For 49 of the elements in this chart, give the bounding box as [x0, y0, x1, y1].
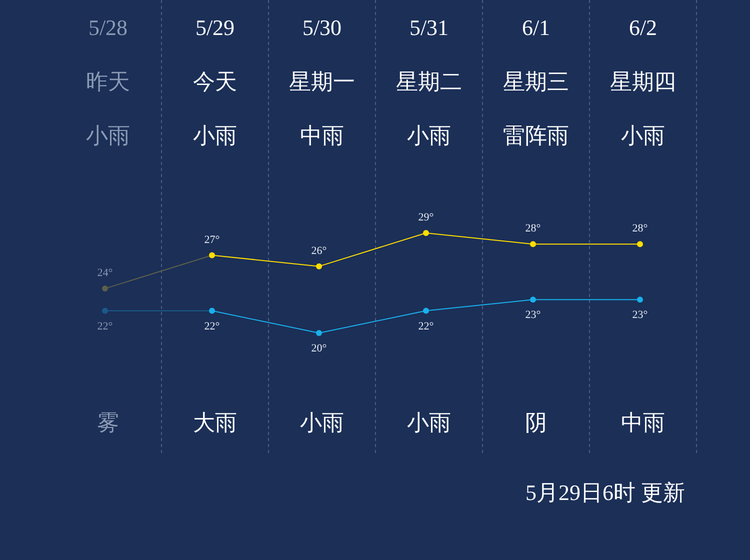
x-tick-label: 5/30 — [302, 15, 342, 40]
data-label: 27° — [204, 234, 220, 246]
text: 星期四 — [610, 69, 676, 94]
x-tick-label: 5/28 — [88, 15, 128, 40]
text: 中雨 — [621, 410, 665, 436]
text: 小雨 — [193, 123, 237, 148]
point — [637, 296, 643, 303]
text: 中雨 — [300, 123, 344, 148]
point — [530, 241, 536, 248]
point — [316, 330, 322, 336]
x-tick-label: 6/2 — [628, 15, 658, 40]
text: 雷阵雨 — [503, 123, 569, 148]
data-label: 28° — [525, 222, 541, 235]
point — [530, 296, 536, 303]
text: 小雨 — [407, 123, 451, 148]
data-label: 29° — [418, 212, 434, 224]
data-label: 23° — [632, 309, 648, 322]
data-label: 22° — [418, 320, 434, 332]
text: 星期二 — [396, 69, 462, 94]
x-tick-label: 5/31 — [409, 15, 449, 40]
point — [637, 241, 643, 248]
text: 小雨 — [621, 123, 665, 148]
x-tick-label: 5/29 — [195, 15, 235, 40]
data-label: 22° — [97, 320, 113, 332]
point — [102, 286, 108, 292]
data-label: 20° — [311, 342, 327, 355]
data-label: 26° — [311, 244, 327, 257]
text: 小雨 — [300, 410, 344, 436]
data-label: 28° — [632, 222, 648, 235]
point — [209, 308, 215, 314]
text: 雾 — [97, 410, 119, 436]
text: 阴 — [525, 410, 547, 436]
text: 5月29日6时 更新 — [526, 480, 685, 506]
data-label: 23° — [525, 309, 541, 322]
x-tick-label: 6/1 — [522, 15, 550, 40]
text: 小雨 — [407, 410, 451, 436]
point — [316, 263, 322, 270]
point — [423, 230, 429, 236]
text: 今天 — [193, 69, 237, 94]
data-label: 24° — [97, 267, 113, 280]
point — [423, 308, 429, 314]
text: 小雨 — [86, 123, 130, 148]
text: 星期三 — [503, 69, 569, 94]
point — [102, 308, 108, 314]
point — [209, 252, 215, 258]
text: 大雨 — [193, 410, 237, 436]
text: 星期一 — [289, 69, 355, 94]
data-label: 22° — [204, 320, 220, 332]
text: 昨天 — [86, 69, 130, 94]
